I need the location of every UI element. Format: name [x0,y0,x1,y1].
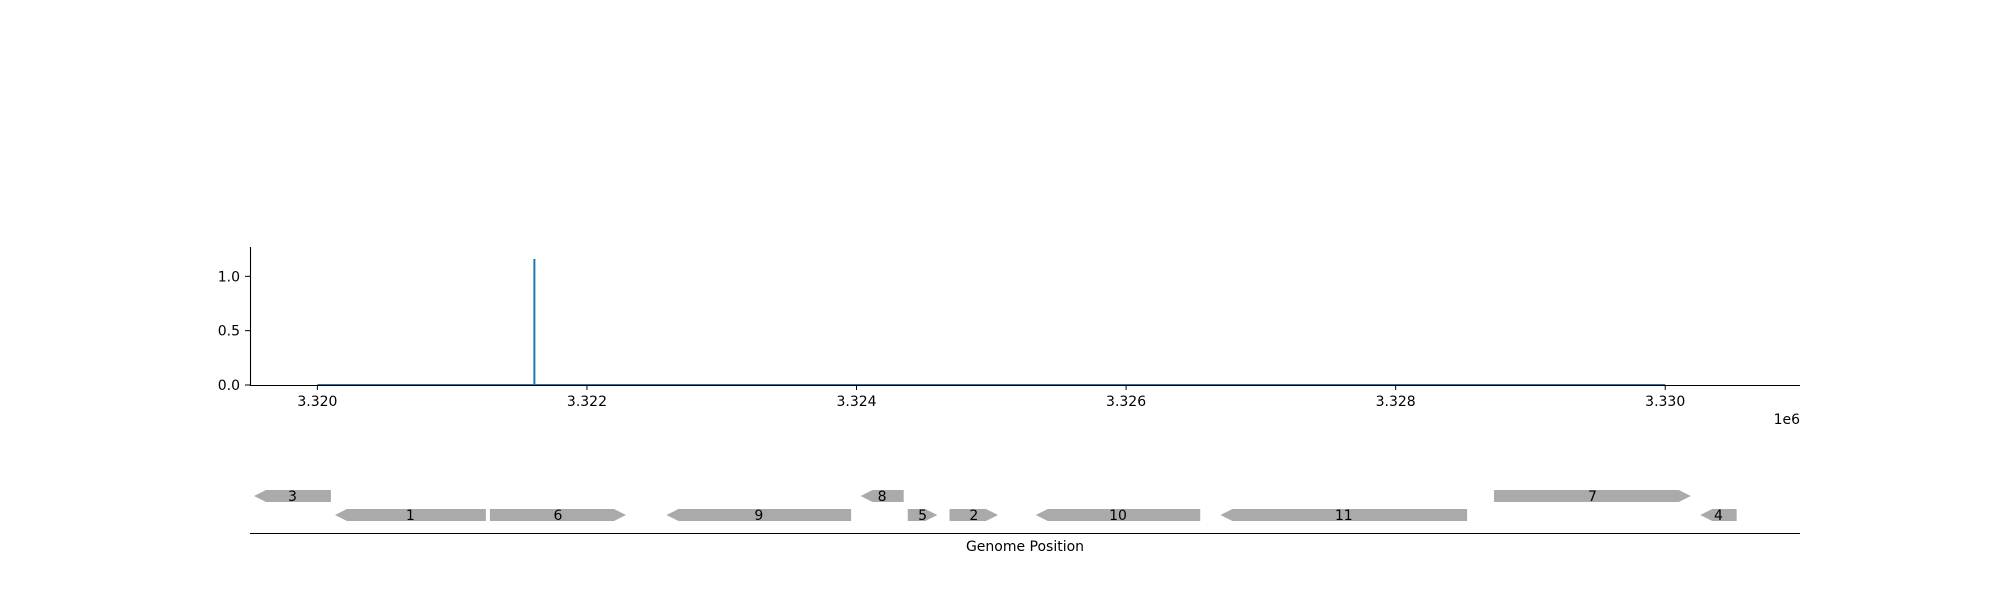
x-tick-label: 3.322 [567,394,607,410]
x-tick-label: 3.324 [836,394,876,410]
gene-label-8: 8 [878,489,887,505]
gene-arrow-1 [334,509,486,521]
gene-arrow-4 [1700,509,1737,521]
x-tick-label: 3.328 [1376,394,1416,410]
gene-label-1: 1 [406,508,415,524]
x-offset-label: 1e6 [1774,412,1801,428]
gene-label-6: 6 [554,508,563,524]
gene-label-9: 9 [754,508,763,524]
gene-arrow-7 [1494,490,1691,502]
gene-track: 3 1 6 9 8 5 2 10 11 7 4 [254,489,1737,524]
plot-area [317,258,1666,386]
gene-arrow-8 [860,490,904,502]
y-tick-label: 0.0 [218,378,240,394]
gene-label-7: 7 [1588,489,1597,505]
gene-label-11: 11 [1335,508,1353,524]
gene-label-3: 3 [288,489,297,505]
gene-arrow-6 [489,509,627,521]
gene-label-4: 4 [1714,508,1723,524]
gene-label-10: 10 [1109,508,1127,524]
x-tick-label: 3.326 [1106,394,1146,410]
gene-arrow-3 [254,490,331,502]
gene-label-2: 2 [969,508,978,524]
y-tick-label: 1.0 [218,269,240,285]
x-axis-ticks: 3.320 3.322 3.324 3.326 3.328 3.330 [297,385,1685,410]
gene-label-5: 5 [918,508,927,524]
x-tick-label: 3.330 [1645,394,1685,410]
gene-arrow-10 [1035,509,1201,521]
gene-arrow-11 [1220,509,1468,521]
gene-arrow-2 [949,509,999,521]
gene-arrow-5 [907,509,938,521]
y-axis-ticks: 0.0 0.5 1.0 [218,269,250,394]
x-tick-label: 3.320 [297,394,337,410]
y-tick-label: 0.5 [218,324,240,340]
series-line-0 [317,258,1666,386]
x-axis-label: Genome Position [966,539,1084,555]
gene-arrow-9 [666,509,852,521]
